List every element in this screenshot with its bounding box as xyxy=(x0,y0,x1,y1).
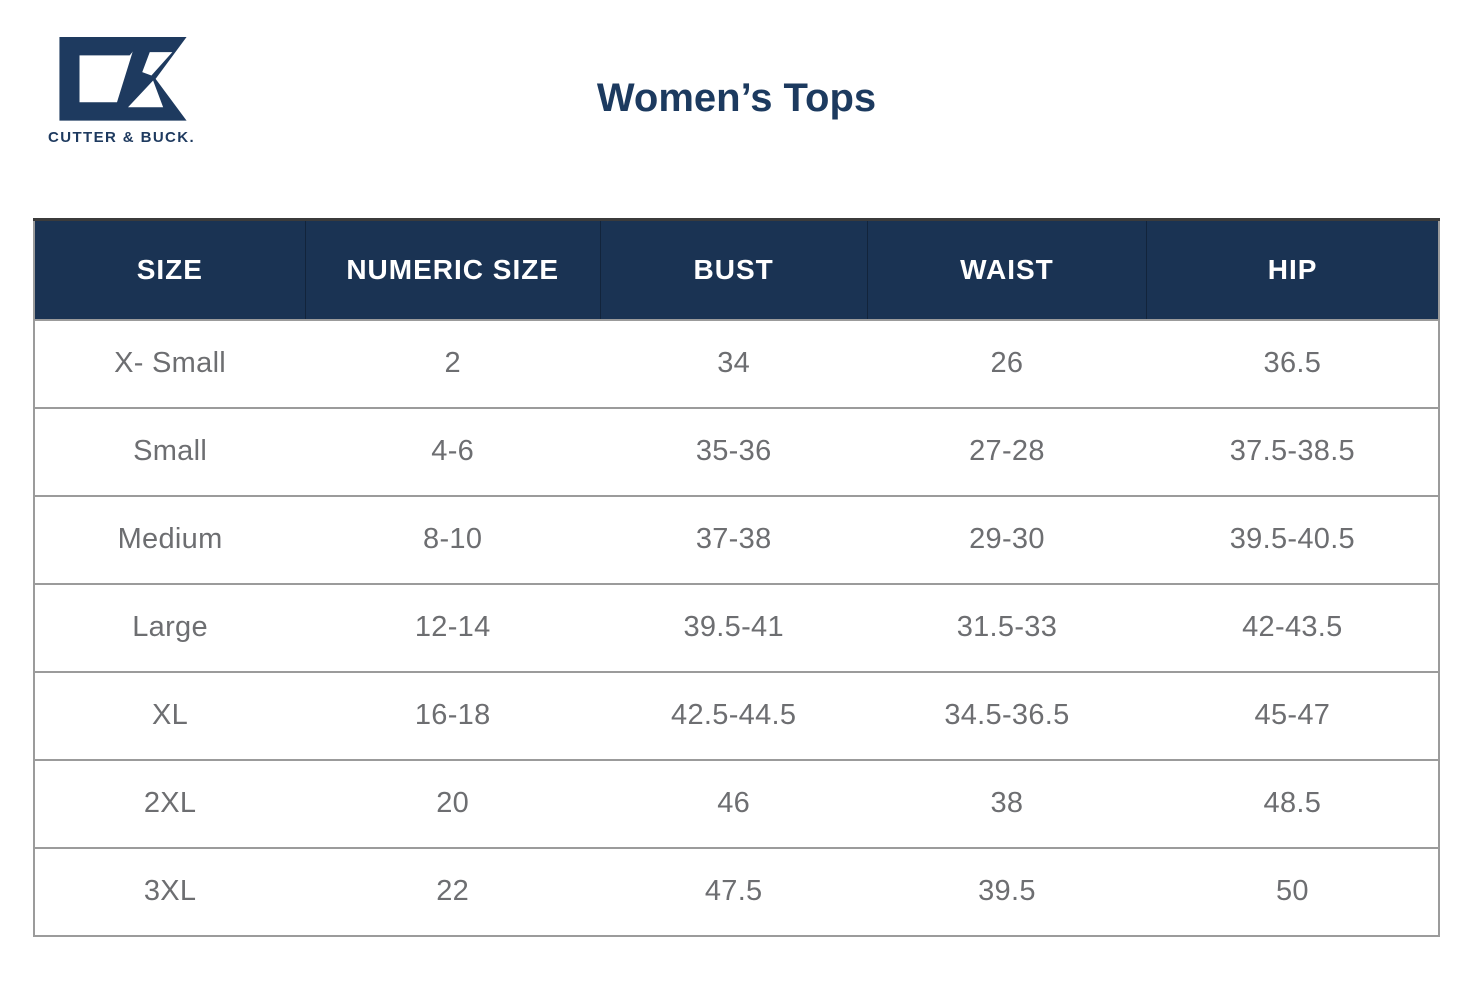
table-row: Large 12-14 39.5-41 31.5-33 42-43.5 xyxy=(34,582,1439,672)
measurement-cell: 45-47 xyxy=(1146,670,1439,760)
column-header: BUST xyxy=(600,219,868,320)
measurement-cell: 26 xyxy=(867,318,1147,408)
size-label-cell: XL xyxy=(34,670,306,760)
table-header-row: SIZE NUMERIC SIZE BUST WAIST HIP xyxy=(34,219,1439,320)
measurement-cell: 39.5-40.5 xyxy=(1146,494,1439,584)
measurement-cell: 38 xyxy=(867,758,1147,848)
page-title: Women’s Tops xyxy=(596,76,877,120)
cutter-buck-logo: CUTTER & BUCK. xyxy=(48,32,208,146)
size-label-cell: X- Small xyxy=(34,318,306,408)
column-header: WAIST xyxy=(867,219,1148,320)
measurement-cell: 39.5 xyxy=(867,846,1147,936)
table-row: XL 16-18 42.5-44.5 34.5-36.5 45-47 xyxy=(34,670,1439,760)
measurement-cell: 2 xyxy=(305,318,601,408)
measurement-cell: 34.5-36.5 xyxy=(867,670,1147,760)
column-header: HIP xyxy=(1146,219,1439,320)
column-header: SIZE xyxy=(34,219,306,320)
table-row: X- Small 2 34 26 36.5 xyxy=(34,318,1439,408)
measurement-cell: 36.5 xyxy=(1146,318,1439,408)
table-row: Small 4-6 35-36 27-28 37.5-38.5 xyxy=(34,406,1439,496)
size-label-cell: Medium xyxy=(34,494,306,584)
measurement-cell: 29-30 xyxy=(867,494,1147,584)
measurement-cell: 39.5-41 xyxy=(600,582,868,672)
measurement-cell: 42.5-44.5 xyxy=(600,670,868,760)
measurement-cell: 37.5-38.5 xyxy=(1146,406,1439,496)
measurement-cell: 20 xyxy=(305,758,601,848)
logo-wordmark: CUTTER & BUCK. xyxy=(48,129,196,146)
measurement-cell: 35-36 xyxy=(600,406,868,496)
cb-monogram-icon xyxy=(59,37,187,121)
measurement-cell: 50 xyxy=(1146,846,1439,936)
measurement-cell: 27-28 xyxy=(867,406,1147,496)
measurement-cell: 48.5 xyxy=(1146,758,1439,848)
measurement-cell: 47.5 xyxy=(600,846,868,936)
measurement-cell: 46 xyxy=(600,758,868,848)
table-row: 3XL 22 47.5 39.5 50 xyxy=(34,846,1439,936)
measurement-cell: 37-38 xyxy=(600,494,868,584)
size-label-cell: Small xyxy=(34,406,306,496)
size-label-cell: Large xyxy=(34,582,306,672)
measurement-cell: 4-6 xyxy=(305,406,601,496)
column-header: NUMERIC SIZE xyxy=(305,219,601,320)
measurement-cell: 34 xyxy=(600,318,868,408)
size-chart-table: SIZE NUMERIC SIZE BUST WAIST HIP X- Small 2 34… xyxy=(33,218,1440,937)
size-label-cell: 2XL xyxy=(34,758,306,848)
measurement-cell: 42-43.5 xyxy=(1146,582,1439,672)
measurement-cell: 8-10 xyxy=(305,494,601,584)
table-row: 2XL 20 46 38 48.5 xyxy=(34,758,1439,848)
table-row: Medium 8-10 37-38 29-30 39.5-40.5 xyxy=(34,494,1439,584)
measurement-cell: 31.5-33 xyxy=(867,582,1147,672)
measurement-cell: 16-18 xyxy=(305,670,601,760)
measurement-cell: 22 xyxy=(305,846,601,936)
measurement-cell: 12-14 xyxy=(305,582,601,672)
size-label-cell: 3XL xyxy=(34,846,306,936)
table-body: X- Small 2 34 26 36.5 Small 4-6 35-36 27-28 37.5-… xyxy=(34,318,1439,936)
